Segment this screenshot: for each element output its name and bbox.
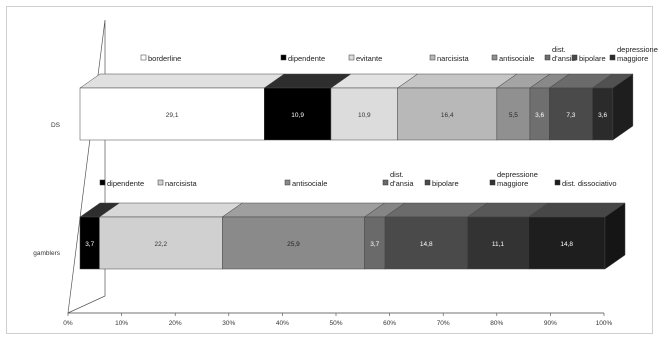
data-label-ds-dist-d-ansia: 3,6 (535, 112, 544, 119)
data-label-gamblers-narcisista: 22,2 (155, 241, 168, 248)
legend-label-ds-dipendente: dipendente (288, 54, 325, 63)
data-label-ds-narcisista: 16,4 (441, 112, 454, 119)
legend-label-gamblers-bipolare: bipolare (432, 179, 459, 188)
bar-segment-gamblers-bipolare (384, 216, 468, 270)
x-tick-label: 40% (276, 320, 289, 327)
legend-swatch-ds-evitante (348, 54, 355, 61)
legend-swatch-gamblers-dipendente (99, 179, 106, 186)
legend-label-ds-depressione-maggiore: maggiore (617, 54, 648, 63)
legend-swatch-gamblers-dist-d-ansia (382, 179, 389, 186)
legend-swatch-gamblers-narcisista (157, 179, 164, 186)
data-label-ds-depressione-maggiore: 3,6 (598, 112, 607, 119)
data-label-gamblers-bipolare: 14,8 (420, 241, 433, 248)
legend-swatch-ds-dist-d-ansia (544, 54, 551, 61)
bar-segment-ds-narcisista (397, 87, 498, 141)
bars-layer: 29,1 10,9 10,9 16,4 5,5 3,6 7,3 3,6 3,7 22,2 25,9 3… (79, 73, 634, 270)
row-label-ds: DS (51, 122, 61, 129)
legend-swatch-gamblers-bipolare (424, 179, 431, 186)
legend-label-gamblers-dipendente: dipendente (107, 179, 144, 188)
bar-segment-gamblers-narcisista (99, 216, 223, 270)
bar-segment-ds-bipolare (549, 87, 593, 141)
x-tick-label: 80% (490, 320, 503, 327)
data-label-ds-bipolare: 7,3 (566, 112, 575, 119)
data-label-gamblers-depressione-maggiore: 11,1 (492, 241, 505, 248)
x-axis: 0% 10% 20% 30% 40% 50% 60% 70% 80% 90% 100% (63, 313, 613, 327)
legend-label-gamblers-dist-d-ansia: dist. (390, 170, 404, 179)
legend-label-gamblers-depressione-maggiore: maggiore (497, 179, 528, 188)
legend-label-ds-borderline: borderline (148, 54, 181, 63)
bar-segment-gamblers-dist-dissociativo (528, 216, 606, 270)
bar-top-gamblers-narcisista (98, 202, 244, 218)
bar-top-gamblers-antisociale (221, 202, 386, 218)
legend-swatch-ds-antisociale (491, 54, 498, 61)
legend-swatch-gamblers-antisociale (284, 179, 291, 186)
legend-label-gamblers-dist-d-ansia: d'ansia (390, 179, 414, 188)
bar-segment-ds-borderline (79, 87, 265, 141)
legend-label-gamblers-dist-dissociativo: dist. dissociativo (562, 179, 617, 188)
data-label-ds-borderline: 29,1 (166, 112, 179, 119)
bar-segment-ds-antisociale (496, 87, 531, 141)
x-tick-label: 90% (544, 320, 557, 327)
x-tick-label: 20% (169, 320, 182, 327)
legend-label-ds-bipolare: bipolare (579, 54, 606, 63)
x-tick-label: 10% (115, 320, 128, 327)
back-wall (67, 19, 106, 314)
bar-side-gamblers (604, 202, 626, 270)
legend-label-gamblers-antisociale: antisociale (292, 179, 327, 188)
data-label-gamblers-dist-dissociativo: 14,8 (560, 241, 573, 248)
legend-swatch-ds-borderline (140, 54, 147, 61)
legend-label-ds-depressione-maggiore: depressione (617, 45, 658, 54)
x-tick-label: 100% (596, 320, 613, 327)
data-label-gamblers-antisociale: 25,9 (287, 241, 300, 248)
row-labels: DS gamblers (33, 122, 60, 257)
bar-side-ds (612, 73, 634, 141)
x-tick-label: 60% (383, 320, 396, 327)
legend-swatch-ds-depressione-maggiore (609, 54, 616, 61)
legend-swatch-gamblers-depressione-maggiore (489, 179, 496, 186)
chart-border (6, 6, 653, 334)
legend-label-ds-dist-d-ansia: dist. (552, 45, 566, 54)
data-label-gamblers-dist-d-ansia: 3,7 (370, 241, 379, 248)
legend-swatch-gamblers-dist-dissociativo (554, 179, 561, 186)
data-label-ds-evitante: 10,9 (358, 112, 371, 119)
bar-top-ds-narcisista (396, 73, 518, 89)
bar-top-ds-borderline (79, 73, 286, 89)
data-label-ds-dipendente: 10,9 (291, 112, 304, 119)
x-tick-label: 50% (329, 320, 342, 327)
bar-segment-gamblers-antisociale (222, 216, 365, 270)
data-label-ds-antisociale: 5,5 (509, 112, 518, 119)
legend-label-gamblers-depressione-maggiore: depressione (497, 170, 538, 179)
legends-layer: borderline dipendente evitante narcisista an… (99, 45, 658, 188)
x-tick-label: 30% (222, 320, 235, 327)
legend-label-ds-evitante: evitante (356, 54, 382, 63)
data-label-gamblers-dipendente: 3,7 (85, 241, 94, 248)
legend-label-ds-antisociale: antisociale (499, 54, 534, 63)
legend-label-ds-narcisista: narcisista (437, 54, 470, 63)
legend-swatch-ds-bipolare (571, 54, 578, 61)
bar-segment-ds-dipendente (264, 87, 332, 141)
legend-swatch-ds-dipendente (280, 54, 287, 61)
row-label-gamblers: gamblers (33, 250, 60, 257)
legend-label-ds-dist-d-ansia: d'ansia (552, 54, 576, 63)
legend-label-gamblers-narcisista: narcisista (165, 179, 198, 188)
x-tick-label: 70% (437, 320, 450, 327)
x-tick-label: 0% (63, 320, 73, 327)
legend-swatch-ds-narcisista (429, 54, 436, 61)
bar-segment-gamblers-depressione-maggiore (467, 216, 529, 270)
